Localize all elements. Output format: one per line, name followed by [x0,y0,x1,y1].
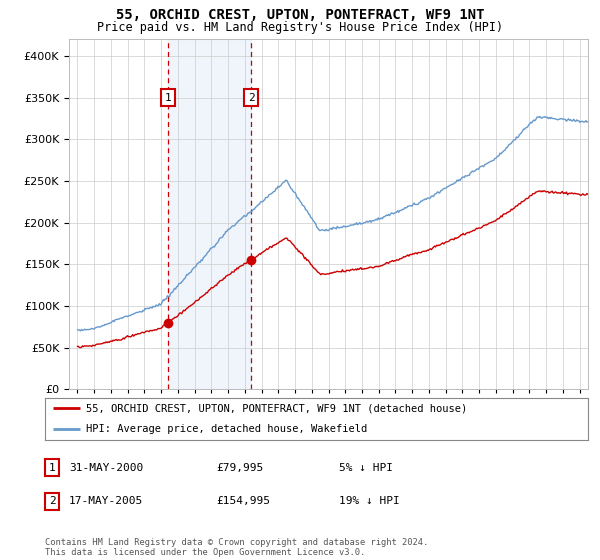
Text: 1: 1 [165,92,172,102]
Text: 55, ORCHID CREST, UPTON, PONTEFRACT, WF9 1NT: 55, ORCHID CREST, UPTON, PONTEFRACT, WF9… [116,8,484,22]
Text: HPI: Average price, detached house, Wakefield: HPI: Average price, detached house, Wake… [86,424,367,434]
Text: 55, ORCHID CREST, UPTON, PONTEFRACT, WF9 1NT (detached house): 55, ORCHID CREST, UPTON, PONTEFRACT, WF9… [86,403,467,413]
Text: Price paid vs. HM Land Registry's House Price Index (HPI): Price paid vs. HM Land Registry's House … [97,21,503,34]
Text: £154,995: £154,995 [216,496,270,506]
Text: 2: 2 [49,496,56,506]
Text: 31-MAY-2000: 31-MAY-2000 [69,463,143,473]
Bar [168,39,251,389]
Text: 17-MAY-2005: 17-MAY-2005 [69,496,143,506]
Text: Contains HM Land Registry data © Crown copyright and database right 2024.
This d: Contains HM Land Registry data © Crown c… [45,538,428,557]
Text: £79,995: £79,995 [216,463,263,473]
Text: 1: 1 [49,463,56,473]
Text: 2: 2 [248,92,254,102]
Text: 5% ↓ HPI: 5% ↓ HPI [339,463,393,473]
Text: 19% ↓ HPI: 19% ↓ HPI [339,496,400,506]
